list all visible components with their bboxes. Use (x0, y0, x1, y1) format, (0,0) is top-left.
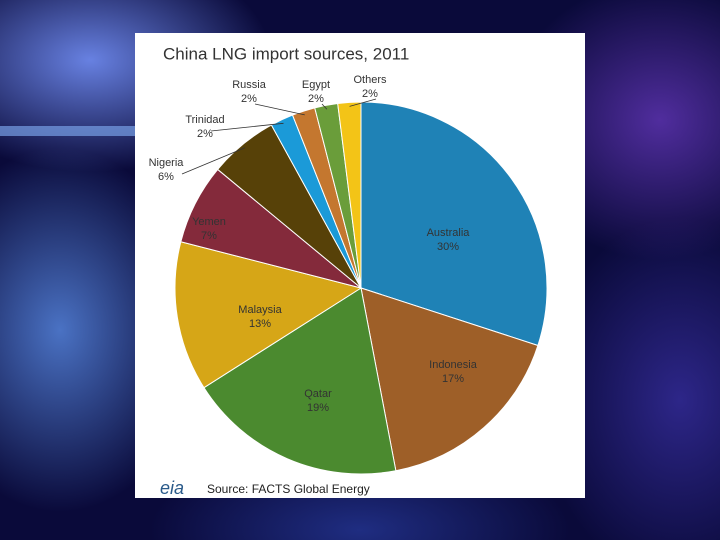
slice-label: Russia (232, 79, 267, 91)
pie-slice (203, 287, 397, 475)
value-label: 17% (442, 373, 464, 385)
leader-line (210, 122, 284, 132)
value-label: 2% (197, 128, 213, 140)
slice-label: Indonesia (429, 359, 478, 371)
leader-line (254, 103, 305, 116)
value-label: 30% (437, 241, 459, 253)
slice-label: Yemen (192, 216, 226, 228)
decor-stripe (0, 126, 140, 136)
pie-slice (174, 241, 363, 389)
chart-title: China LNG import sources, 2011 (163, 44, 409, 63)
slice-label: Qatar (304, 388, 332, 400)
source: Source: FACTS Global Energy (207, 482, 370, 496)
value-label: 7% (201, 230, 217, 242)
slice-label: Others (353, 74, 387, 86)
logo: eia (160, 478, 184, 498)
leader-line (349, 98, 377, 107)
slice-label: Egypt (302, 79, 330, 91)
pie-slice (360, 101, 548, 347)
value-label: 13% (249, 318, 271, 330)
value-label: 2% (362, 88, 378, 100)
leader-line (321, 103, 328, 110)
slice-label: Australia (427, 227, 471, 239)
slice-label: Nigeria (149, 157, 185, 169)
value-label: 19% (307, 402, 329, 414)
slice-label: Malaysia (238, 304, 282, 316)
value-label: 6% (158, 171, 174, 183)
value-label: 2% (308, 93, 324, 105)
pie-slice (360, 287, 539, 472)
pie-slice (337, 101, 362, 289)
slice-label: Trinidad (185, 114, 224, 126)
value-label: 2% (241, 93, 257, 105)
leader-line (181, 147, 246, 175)
